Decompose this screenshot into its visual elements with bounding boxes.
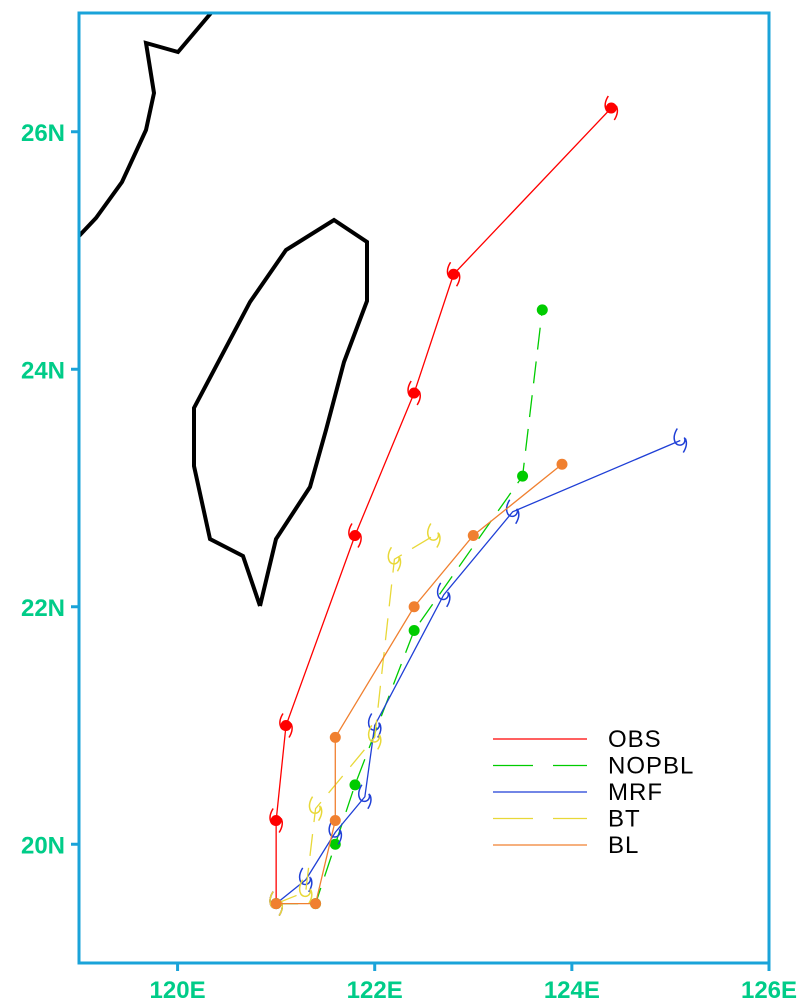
track-point (349, 779, 361, 791)
typhoon-symbol (505, 499, 520, 525)
track-point (408, 387, 420, 399)
legend-label: OBS (608, 726, 662, 753)
typhoon-symbol (367, 724, 382, 750)
typhoon-symbol (357, 784, 372, 810)
track-point (408, 625, 420, 636)
track-line (275, 534, 435, 905)
track-line (275, 439, 681, 905)
plot-frame (77, 11, 771, 965)
typhoon-symbol (387, 546, 402, 572)
legend-label: BT (608, 806, 641, 833)
track-point (605, 102, 617, 114)
track-point (517, 470, 529, 482)
legend-label: BL (608, 832, 639, 859)
legend-label: NOPBL (608, 753, 694, 780)
track-point (408, 601, 420, 613)
track-point (329, 815, 341, 826)
track-point (329, 731, 341, 743)
track-point (310, 898, 322, 910)
y-tick-label: 22N (21, 595, 65, 622)
track-point (280, 720, 292, 731)
track-point (270, 898, 282, 910)
track-point (467, 530, 479, 541)
y-tick-label: 20N (21, 832, 65, 859)
y-tick-label: 24N (21, 357, 65, 384)
track-point (556, 458, 568, 470)
x-tick-label: 122E (347, 977, 403, 1004)
coastline (192, 217, 369, 607)
typhoon-symbol (308, 796, 323, 822)
typhoon-symbol (426, 523, 441, 548)
track-point (349, 530, 361, 541)
track-point (448, 268, 460, 280)
legend-label: MRF (608, 779, 663, 806)
typhoon-symbol (328, 819, 343, 845)
track-line (275, 107, 612, 904)
track-point (329, 838, 341, 850)
coastline (77, 11, 213, 238)
typhoon-symbol (298, 879, 313, 905)
track-point (270, 815, 282, 826)
x-tick-label: 126E (741, 977, 797, 1004)
typhoon-symbol (436, 582, 451, 608)
y-tick-label: 26N (21, 120, 65, 147)
x-tick-label: 120E (150, 977, 206, 1004)
track-point (536, 304, 548, 316)
typhoon-symbol (673, 428, 688, 453)
x-tick-label: 124E (544, 977, 600, 1004)
track-line (276, 463, 563, 905)
